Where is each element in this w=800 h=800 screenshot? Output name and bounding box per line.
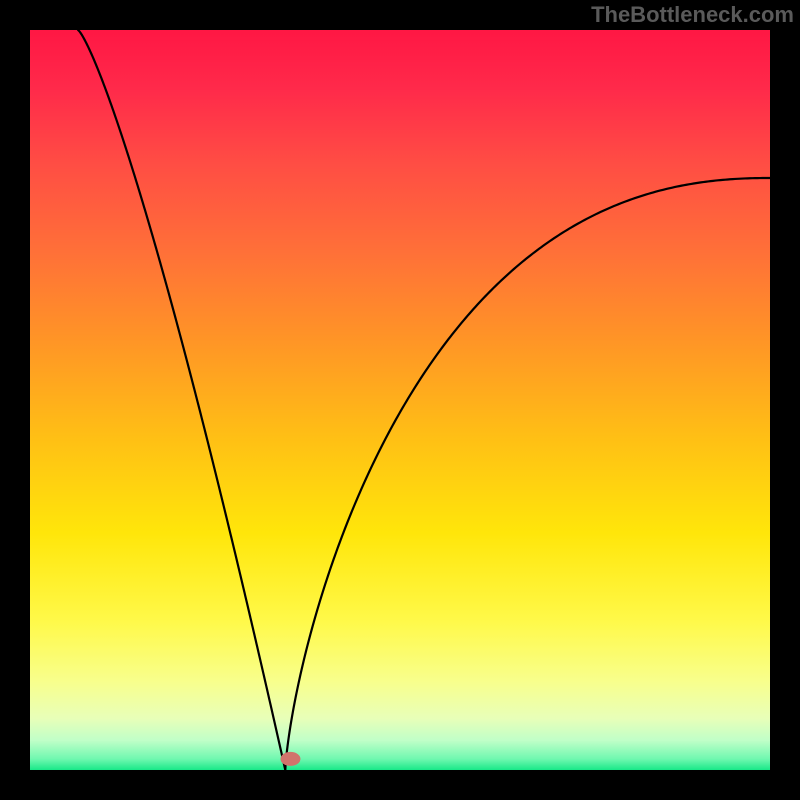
chart-svg (0, 0, 800, 800)
watermark-text: TheBottleneck.com (591, 0, 800, 28)
chart-frame: TheBottleneck.com (0, 0, 800, 800)
plot-background (30, 30, 770, 770)
optimum-marker (280, 752, 300, 766)
